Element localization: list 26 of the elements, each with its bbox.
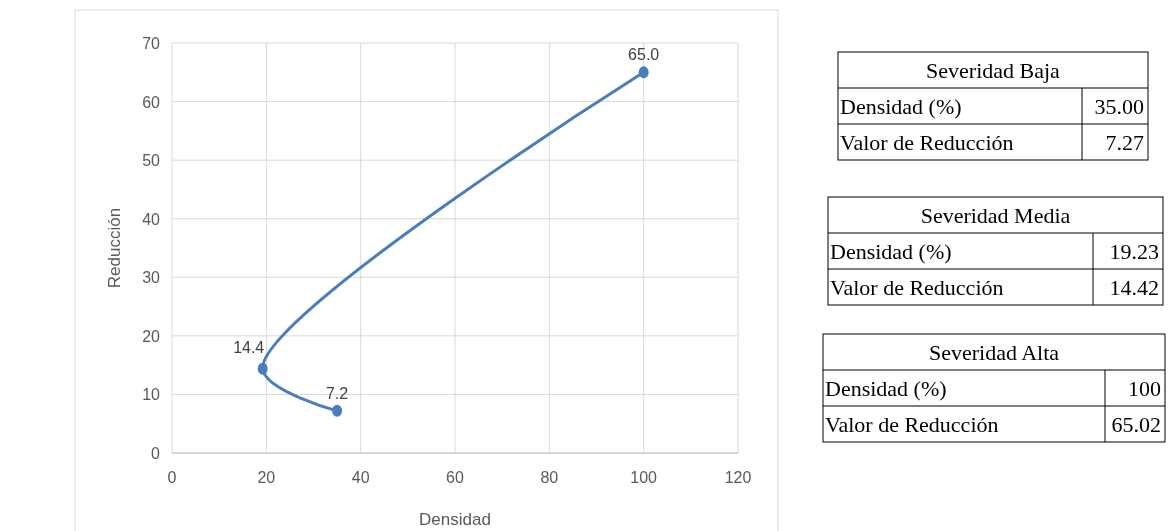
data-label: 14.4: [233, 338, 265, 356]
x-tick-label: 40: [351, 469, 370, 486]
y-tick-label: 30: [142, 269, 161, 287]
y-tick-label: 60: [142, 93, 161, 111]
y-tick-label: 20: [142, 327, 161, 345]
y-tick-label: 40: [142, 210, 161, 228]
y-tick-label: 0: [151, 445, 161, 462]
x-tick-label: 20: [257, 469, 276, 486]
y-axis-title: Reducción: [105, 207, 124, 289]
x-tick-label: 0: [167, 469, 177, 486]
point: [638, 66, 649, 79]
y-tick-label: 70: [142, 35, 161, 52]
info-table: Severidad Media Densidad (%) 19.23 Valor de Reducción 14.42: [827, 196, 1164, 306]
data-label: 65.0: [628, 46, 660, 64]
x-tick-label: 80: [540, 469, 559, 486]
y-tick-label: 10: [142, 386, 161, 404]
point: [257, 362, 268, 375]
x-axis-title: Densidad: [419, 510, 491, 529]
x-tick-label: 100: [630, 469, 658, 486]
info-table: Severidad Baja Densidad (%) 35.00 Valor de Reducción 7.27: [837, 51, 1149, 161]
point: [332, 404, 343, 417]
x-tick-label: 120: [724, 469, 752, 486]
x-tick-label: 60: [446, 469, 464, 486]
info-table: Severidad Alta Densidad (%) 100 Valor de Reducción 65.02: [822, 333, 1166, 443]
y-tick-label: 50: [142, 152, 161, 170]
data-label: 7.2: [325, 384, 349, 402]
